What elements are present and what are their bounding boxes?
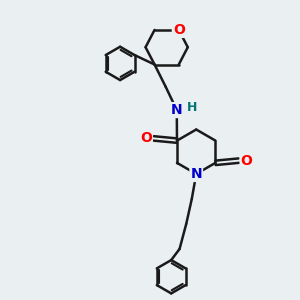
Text: H: H <box>187 101 197 114</box>
Text: N: N <box>171 103 183 117</box>
Text: O: O <box>241 154 253 168</box>
Text: O: O <box>173 23 185 37</box>
Text: O: O <box>140 131 152 146</box>
Text: N: N <box>190 167 202 181</box>
